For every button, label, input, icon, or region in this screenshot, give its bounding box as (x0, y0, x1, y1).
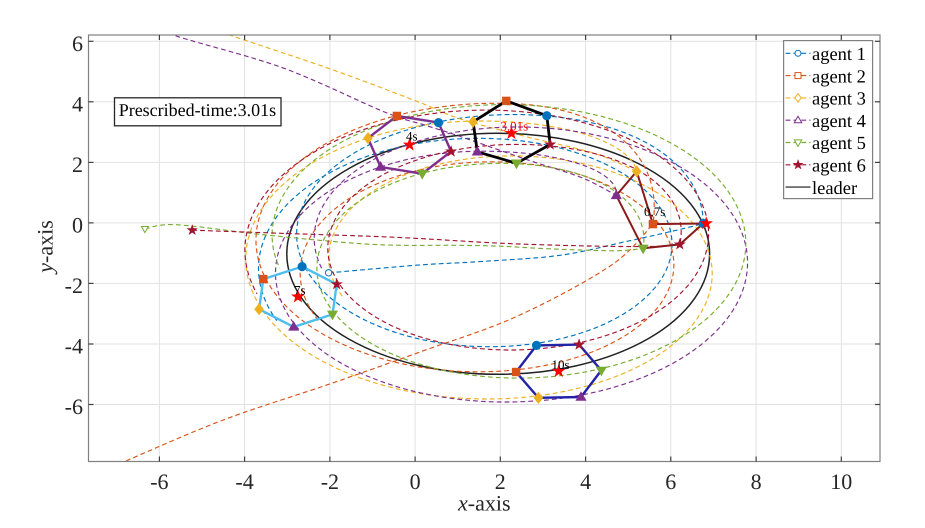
svg-text:2: 2 (72, 152, 83, 177)
svg-text:agent 4: agent 4 (812, 112, 866, 132)
svg-text:agent 6: agent 6 (812, 157, 866, 177)
svg-text:7s: 7s (294, 283, 306, 298)
svg-text:4s: 4s (406, 129, 418, 144)
svg-text:8: 8 (751, 469, 762, 494)
svg-text:-2: -2 (321, 469, 339, 494)
svg-text:0.7s: 0.7s (644, 204, 665, 219)
svg-text:2: 2 (495, 469, 506, 494)
svg-text:agent 2: agent 2 (812, 67, 866, 87)
svg-text:agent 5: agent 5 (812, 134, 866, 154)
svg-text:agent 3: agent 3 (812, 90, 866, 110)
svg-text:y-axis: y-axis (33, 220, 58, 275)
svg-text:x-axis: x-axis (457, 491, 511, 516)
svg-text:4: 4 (580, 469, 591, 494)
svg-text:10: 10 (830, 469, 852, 494)
svg-text:0: 0 (410, 469, 421, 494)
svg-text:agent 1: agent 1 (812, 45, 866, 65)
svg-text:4: 4 (72, 91, 83, 116)
svg-text:-4: -4 (65, 334, 83, 359)
svg-text:6: 6 (665, 469, 676, 494)
svg-text:0: 0 (72, 212, 83, 237)
svg-text:-6: -6 (65, 394, 83, 419)
svg-text:-6: -6 (150, 469, 168, 494)
svg-text:3.01s: 3.01s (500, 119, 528, 134)
svg-text:Prescribed-time:3.01s: Prescribed-time:3.01s (119, 100, 276, 120)
svg-text:-4: -4 (235, 469, 253, 494)
svg-text:leader: leader (812, 179, 857, 199)
svg-text:-2: -2 (65, 273, 83, 298)
svg-text:6: 6 (72, 31, 83, 56)
svg-text:10s: 10s (552, 357, 570, 372)
